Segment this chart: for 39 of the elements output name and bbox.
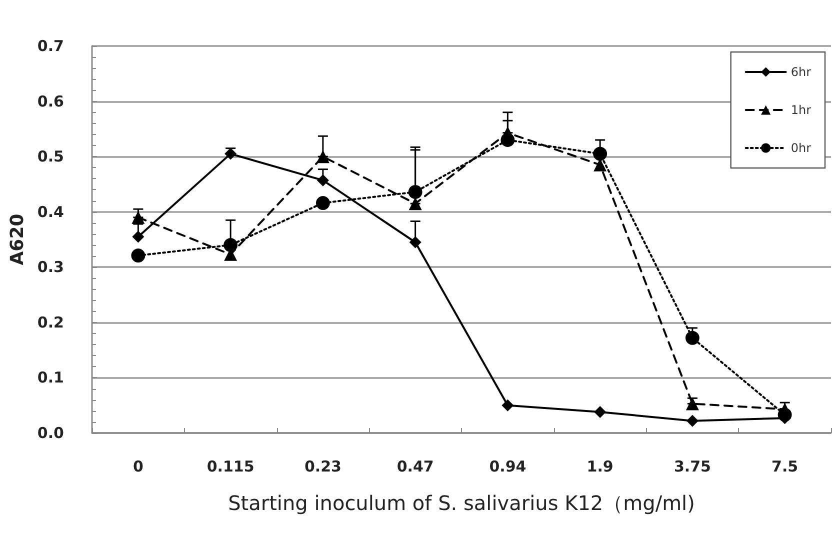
- point: [408, 197, 422, 210]
- point: [685, 330, 700, 345]
- y-tick-label: 0.1: [37, 368, 64, 387]
- legend-label: 6hr: [790, 65, 812, 79]
- y-axis-title: A620: [7, 214, 28, 266]
- y-tick-label: 0.4: [37, 202, 64, 221]
- x-tick-label: 0.47: [396, 458, 434, 476]
- point: [686, 414, 698, 427]
- legend-label: 1hr: [790, 103, 812, 117]
- point: [502, 399, 514, 412]
- point: [408, 184, 422, 199]
- x-tick-label: 1.9: [586, 458, 614, 476]
- x-tick-label: 0.115: [206, 458, 254, 476]
- point: [593, 146, 608, 161]
- point: [316, 150, 330, 164]
- point: [594, 406, 606, 418]
- point: [131, 248, 146, 263]
- point: [224, 148, 237, 160]
- point: [316, 196, 330, 210]
- x-axis-title: Starting inoculum of S. salivarius K12（mg/ml): [228, 491, 695, 515]
- x-tick-label: 0.94: [489, 458, 526, 476]
- point: [409, 236, 422, 248]
- point: [132, 230, 144, 243]
- point: [224, 238, 238, 252]
- x-tick-label: 0: [132, 458, 144, 476]
- legend-label: 0hr: [790, 141, 812, 155]
- y-tick-label: 0.6: [37, 92, 64, 110]
- point: [132, 210, 145, 224]
- y-tick-label: 0.3: [37, 258, 64, 276]
- point: [686, 397, 699, 410]
- point: [316, 174, 329, 186]
- x-tick-label: 0.23: [304, 458, 342, 476]
- y-tick-label: 0.0: [37, 424, 64, 442]
- x-tick-label: 3.75: [674, 458, 711, 476]
- x-tick-label: 7.5: [772, 458, 798, 476]
- point: [500, 132, 515, 147]
- y-tick-label: 0.5: [37, 148, 64, 166]
- y-tick-label: 0.2: [37, 313, 64, 332]
- y-tick-label: 0.7: [37, 37, 64, 55]
